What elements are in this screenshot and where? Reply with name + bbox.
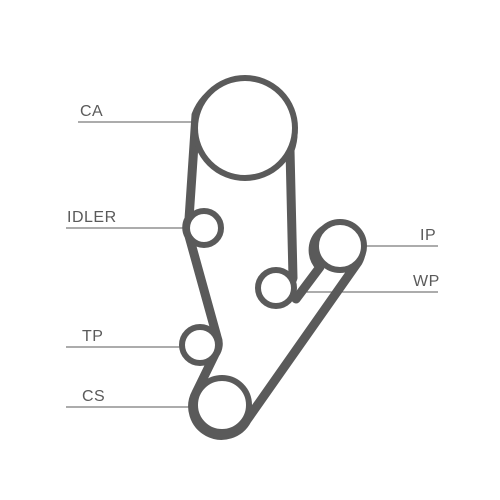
label-ip: IP: [420, 227, 436, 244]
pulley-tp: [182, 327, 218, 363]
belt-routing-diagram: CA IDLER IP WP TP CS: [0, 0, 500, 500]
label-ca: CA: [80, 103, 103, 120]
label-cs: CS: [82, 388, 105, 405]
pulley-ip: [316, 222, 364, 270]
pulley-wp: [258, 270, 294, 306]
label-wp: WP: [413, 273, 440, 290]
pulley-idler: [187, 211, 221, 245]
pulley-ca: [195, 78, 295, 178]
label-tp: TP: [82, 328, 103, 345]
label-idler: IDLER: [67, 209, 117, 226]
pulley-cs: [195, 378, 249, 432]
diagram-background: [0, 0, 500, 500]
